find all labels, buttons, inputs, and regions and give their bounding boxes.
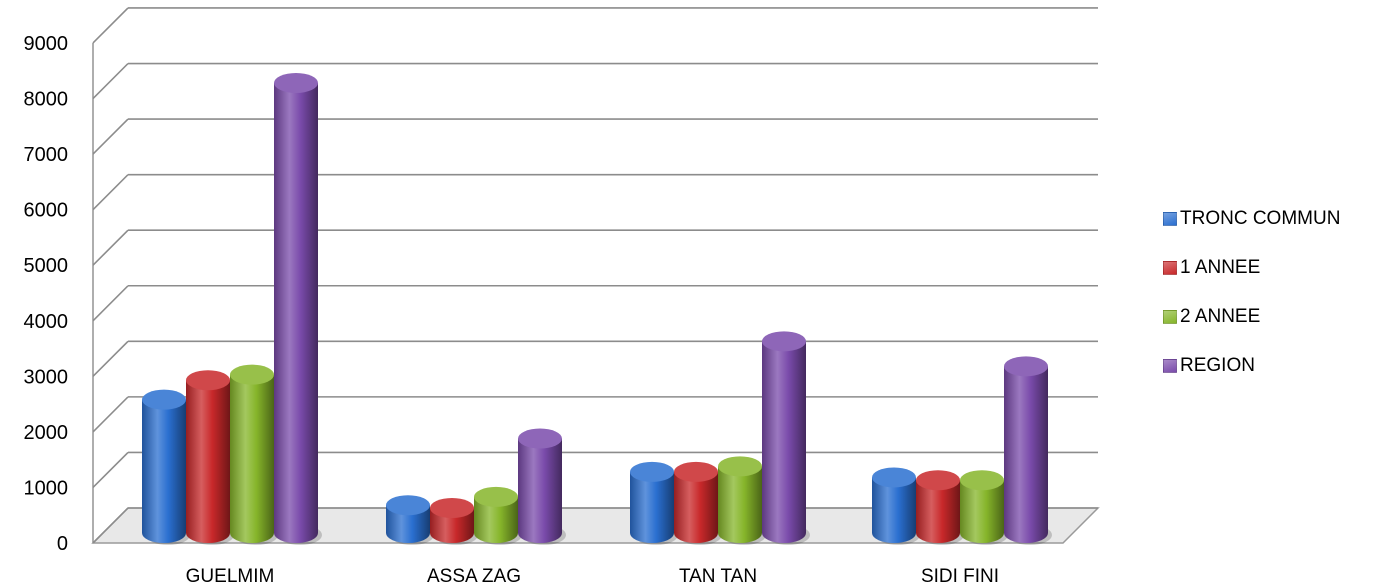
side-wall-line xyxy=(92,229,129,266)
legend-swatch xyxy=(1163,211,1177,226)
bar xyxy=(230,364,278,545)
y-tick-label: 9000 xyxy=(24,33,69,55)
side-wall-line xyxy=(92,62,129,100)
bar xyxy=(630,461,678,545)
y-tick-label: 6000 xyxy=(24,200,69,222)
bar xyxy=(430,497,478,545)
legend-item: 2 ANNEE xyxy=(1163,304,1340,329)
side-wall-line xyxy=(92,7,129,44)
bar xyxy=(1004,356,1052,545)
side-wall-line xyxy=(92,396,129,433)
y-tick-label: 5000 xyxy=(24,255,69,277)
y-tick-label: 4000 xyxy=(24,311,69,333)
y-tick-label: 7000 xyxy=(24,144,69,166)
bar xyxy=(274,72,322,545)
x-axis-labels: GUELMIM ASSA ZAG TAN TAN SIDI FINI xyxy=(186,566,999,586)
side-wall-line xyxy=(92,340,129,377)
x-category-label: ASSA ZAG xyxy=(427,566,521,586)
legend-swatch xyxy=(1163,358,1177,373)
side-wall-line xyxy=(92,285,129,322)
x-category-label: GUELMIM xyxy=(186,566,275,586)
bar xyxy=(916,470,964,545)
y-tick-label: 3000 xyxy=(24,366,69,388)
bar xyxy=(762,331,810,545)
gridlines xyxy=(91,7,1100,544)
legend-item: 1 ANNEE xyxy=(1163,255,1340,280)
y-tick-label: 2000 xyxy=(24,422,69,444)
side-wall-line xyxy=(92,174,129,211)
y-tick-label: 0 xyxy=(57,533,68,555)
bar xyxy=(518,428,566,545)
legend: TRONC COMMUN 1 ANNEE 2 ANNEE REGION xyxy=(1163,206,1340,402)
legend-swatch xyxy=(1163,309,1177,324)
bar xyxy=(718,456,766,545)
legend-label: 1 ANNEE xyxy=(1180,256,1261,278)
x-category-label: TAN TAN xyxy=(679,566,757,586)
legend-item: REGION xyxy=(1163,353,1340,378)
y-tick-label: 8000 xyxy=(24,89,69,111)
x-category-label: SIDI FINI xyxy=(921,566,999,586)
bar xyxy=(960,470,1008,545)
y-tick-label: 1000 xyxy=(24,477,69,499)
bar xyxy=(142,389,190,545)
bar xyxy=(386,495,434,545)
legend-item: TRONC COMMUN xyxy=(1163,206,1340,231)
side-wall-line xyxy=(92,118,129,155)
bar xyxy=(872,467,920,545)
bar xyxy=(474,486,522,545)
legend-swatch xyxy=(1163,260,1177,275)
side-wall-line xyxy=(92,451,129,489)
bar xyxy=(674,461,722,545)
y-axis-ticks: 0 1000 2000 3000 4000 5000 6000 7000 8000 9000 xyxy=(24,33,69,555)
side-wall-line xyxy=(92,507,129,544)
legend-label: TRONC COMMUN xyxy=(1180,207,1341,229)
bars xyxy=(142,72,1052,545)
bar xyxy=(186,370,234,545)
legend-label: REGION xyxy=(1180,354,1255,376)
legend-label: 2 ANNEE xyxy=(1180,305,1261,327)
